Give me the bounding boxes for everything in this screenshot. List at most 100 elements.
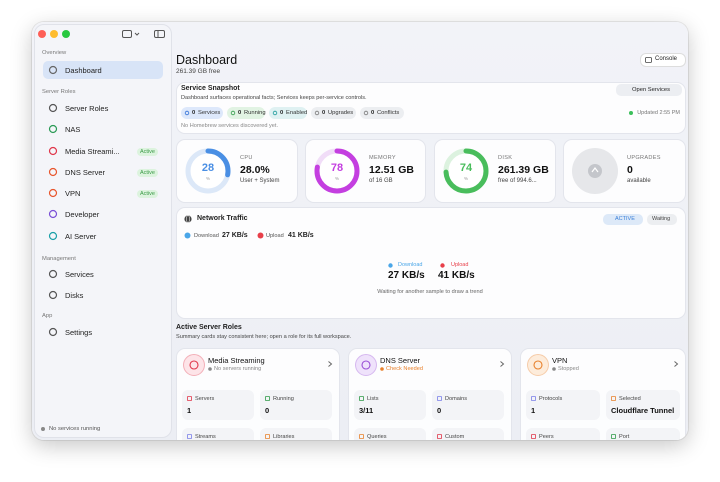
- sidebar-item-label: Media Streami...: [65, 146, 120, 156]
- icon-part: [48, 167, 58, 177]
- role-title: DNS Server: [380, 355, 421, 365]
- stat-value: 0: [265, 405, 270, 415]
- summary-pill: [360, 107, 404, 119]
- icon-part: [500, 361, 505, 367]
- chevron: [328, 361, 333, 367]
- sidebar-toggle: [154, 30, 165, 38]
- icon-part: [531, 434, 536, 439]
- stat-box: [432, 390, 504, 420]
- console-button[interactable]: [640, 53, 686, 67]
- icon-part: [48, 327, 58, 337]
- download-dot: [388, 263, 393, 268]
- sidebar-section-title: Overview: [42, 49, 67, 56]
- window-control[interactable]: [50, 30, 58, 38]
- icon-part: [588, 164, 602, 178]
- stat-icon: [531, 434, 536, 439]
- sidebar-icon: [48, 188, 58, 198]
- sidebar-item[interactable]: [43, 265, 163, 283]
- role-title: VPN: [552, 355, 568, 365]
- sidebar-item[interactable]: [43, 205, 163, 223]
- stat-label: Streams: [195, 433, 216, 440]
- traffic-note: Waiting for another sample to draw a tre…: [377, 288, 483, 295]
- toolbar-icon: [122, 30, 140, 38]
- sidebar-icon: [48, 124, 58, 134]
- summary-pill: [269, 107, 307, 119]
- stat-box: [432, 428, 504, 440]
- sidebar-item[interactable]: [43, 286, 163, 304]
- icon-part: [41, 427, 45, 431]
- sidebar-icon: [48, 327, 58, 337]
- sidebar: [34, 24, 172, 438]
- sidebar-icon: [48, 231, 58, 241]
- stat-label: Servers: [195, 395, 215, 402]
- gauge-unit: %: [463, 176, 469, 182]
- sidebar-icon: [48, 209, 58, 219]
- stat-value: 0: [437, 405, 442, 415]
- stat-label: Lists: [367, 395, 379, 402]
- window-control[interactable]: [38, 30, 46, 38]
- stat-icon: [359, 434, 364, 439]
- icon-part: [355, 354, 377, 376]
- upgrades-icon: [572, 148, 618, 194]
- icon-part: [48, 124, 58, 134]
- sidebar-item-selected[interactable]: [43, 61, 163, 79]
- metric-label: DISK: [498, 154, 513, 161]
- icon-part: [187, 396, 192, 401]
- gauge-value: 28: [201, 162, 215, 175]
- badge-label: Waiting: [652, 216, 671, 223]
- status-dot: [41, 427, 45, 431]
- icon-part: [48, 103, 58, 113]
- icon-part: [380, 367, 384, 371]
- sidebar-item-label: Services: [65, 269, 94, 279]
- icon-part: [440, 263, 445, 268]
- role-title: Media Streaming: [208, 355, 265, 365]
- gauge-ring: [443, 148, 489, 194]
- window-control[interactable]: [62, 30, 70, 38]
- icon-part: [134, 32, 140, 36]
- summary-pill: [227, 107, 265, 119]
- metric-main: 12.51 GB: [369, 163, 414, 176]
- sidebar-item-label: Developer: [65, 209, 100, 219]
- gauge-value: 74: [459, 162, 473, 175]
- sidebar-item[interactable]: [43, 227, 163, 245]
- download-dot: [184, 232, 191, 239]
- sidebar-section-title: Server Roles: [42, 88, 76, 95]
- sidebar-item[interactable]: [43, 323, 163, 341]
- metric-sub: available: [627, 178, 651, 185]
- sidebar-item[interactable]: [43, 120, 163, 138]
- card-description: Dashboard surfaces operational facts; Se…: [181, 94, 367, 101]
- stat-box: [182, 428, 254, 440]
- sidebar-icon: [48, 269, 58, 279]
- stat-value: 1: [531, 405, 536, 415]
- icon-part: [533, 360, 543, 370]
- section-title: Active Server Roles: [176, 323, 242, 331]
- page-title: Dashboard: [176, 52, 238, 67]
- open-services-button[interactable]: [616, 84, 682, 96]
- pill-count: 0: [322, 109, 326, 116]
- console-label: Console: [655, 56, 678, 63]
- stat-icon: [187, 434, 192, 439]
- stat-box: [182, 390, 254, 420]
- stat-label: Custom: [445, 433, 465, 440]
- sidebar-item-label: NAS: [65, 124, 81, 134]
- pill-label: Running: [244, 109, 266, 116]
- download-rate: 27 KB/s: [388, 270, 425, 281]
- stat-icon: [359, 396, 364, 401]
- page-subtitle: 261.39 GB free: [176, 68, 221, 76]
- network-icon: [184, 215, 192, 223]
- role-status: No servers running: [214, 365, 262, 372]
- stat-box: [606, 390, 680, 420]
- stat-icon: [265, 434, 270, 439]
- gauge-ring: [185, 148, 231, 194]
- upload-dot: [440, 263, 445, 268]
- download-label: Download: [398, 261, 423, 268]
- card-title: Service Snapshot: [181, 84, 240, 92]
- pill-label: Conflicts: [377, 109, 400, 116]
- icon-part: [437, 396, 442, 401]
- download-rate: 27 KB/s: [222, 231, 248, 239]
- icon-part: [674, 361, 679, 367]
- icon-part: [184, 215, 192, 223]
- icon-part: [552, 367, 556, 371]
- pill-label: Enabled: [286, 109, 308, 116]
